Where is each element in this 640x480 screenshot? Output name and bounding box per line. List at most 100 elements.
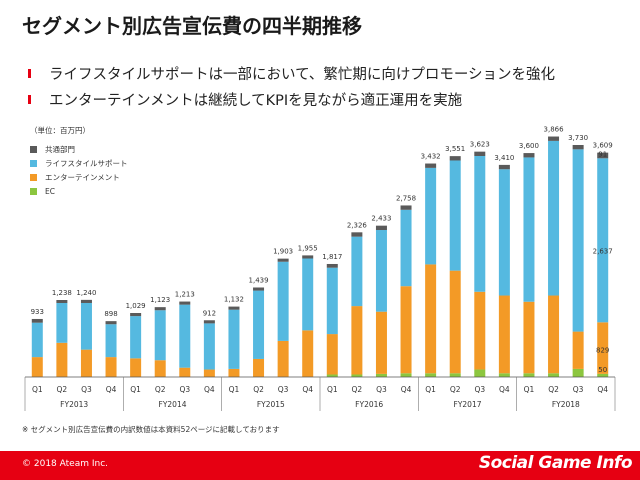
total-label: 3,609 bbox=[593, 142, 613, 150]
total-label: 1,240 bbox=[76, 289, 96, 297]
quarter-tick-label: Q4 bbox=[401, 385, 412, 394]
legend-swatch-ec bbox=[30, 187, 37, 195]
quarter-tick-label: Q1 bbox=[229, 385, 240, 394]
quarter-tick-label: Q1 bbox=[130, 385, 141, 394]
fiscal-year-label: FY2017 bbox=[454, 400, 482, 409]
legend-item-common: 共通部門 bbox=[30, 142, 128, 156]
total-label: 1,238 bbox=[52, 289, 72, 297]
watermark-logo: Social Game Info bbox=[478, 453, 633, 473]
legend-swatch-common bbox=[30, 145, 37, 153]
bar-segment-entertainment bbox=[302, 330, 314, 377]
fiscal-year-label: FY2014 bbox=[159, 400, 187, 409]
bar-segment-entertainment bbox=[597, 322, 609, 374]
fiscal-year-label: FY2016 bbox=[355, 400, 383, 409]
bar-segment-common bbox=[572, 144, 584, 150]
bar-segment-entertainment bbox=[228, 368, 240, 377]
total-label: 898 bbox=[104, 310, 117, 318]
bar-segment-lifestyle bbox=[425, 167, 437, 265]
legend-label-common: 共通部門 bbox=[45, 144, 75, 154]
quarter-tick-label: Q1 bbox=[32, 385, 43, 394]
bar-segment-entertainment bbox=[105, 357, 117, 377]
page-title: セグメント別広告宣伝費の四半期推移 bbox=[22, 14, 362, 38]
quarter-tick-label: Q4 bbox=[597, 385, 608, 394]
bar-segment-ec bbox=[375, 373, 387, 377]
bar-segment-ec bbox=[523, 373, 535, 377]
bar-segment-common bbox=[474, 151, 486, 156]
total-label: 2,326 bbox=[347, 221, 368, 229]
bar-segment-common bbox=[400, 205, 412, 210]
quarter-tick-label: Q2 bbox=[155, 385, 166, 394]
bar-segment-common bbox=[253, 287, 265, 291]
bar-segment-lifestyle bbox=[253, 290, 265, 359]
total-label: 1,132 bbox=[224, 296, 244, 304]
bar-segment-entertainment bbox=[351, 306, 363, 375]
bar-segment-entertainment bbox=[31, 357, 43, 377]
legend-item-lifestyle: ライフスタイルサポート bbox=[30, 156, 128, 170]
bar-segment-entertainment bbox=[179, 367, 191, 377]
bar-segment-common bbox=[179, 301, 191, 305]
fiscal-year-label: FY2015 bbox=[257, 400, 285, 409]
bar-segment-ec bbox=[326, 374, 338, 377]
bar-segment-entertainment bbox=[154, 360, 166, 377]
quarter-tick-label: Q4 bbox=[302, 385, 313, 394]
bar-segment-entertainment bbox=[425, 264, 437, 374]
bullet-item-2: エンターテインメントは継続してKPIを見ながら適正運用を実施 bbox=[28, 86, 555, 112]
segment-data-label: 50 bbox=[598, 366, 607, 374]
bar-segment-common bbox=[449, 156, 461, 161]
bullet-square-icon bbox=[28, 68, 37, 78]
total-label: 1,817 bbox=[322, 253, 342, 261]
segment-data-label: 829 bbox=[596, 346, 609, 354]
bar-segment-lifestyle bbox=[326, 267, 338, 335]
bar-segment-entertainment bbox=[572, 331, 584, 369]
total-label: 2,758 bbox=[396, 195, 416, 203]
bar-segment-lifestyle bbox=[597, 158, 609, 323]
bar-segment-lifestyle bbox=[523, 157, 535, 302]
bullet-list: ライフスタイルサポートは一部において、繁忙期に向けプロモーションを強化 エンター… bbox=[28, 60, 555, 112]
total-label: 2,433 bbox=[371, 215, 391, 223]
legend-swatch-lifestyle bbox=[30, 159, 37, 167]
bullet-square-icon bbox=[28, 94, 37, 104]
bar-segment-entertainment bbox=[498, 295, 510, 374]
total-label: 1,029 bbox=[126, 302, 146, 310]
total-label: 3,623 bbox=[470, 141, 490, 149]
bar-segment-common bbox=[31, 318, 43, 323]
bar-segment-common bbox=[351, 232, 363, 237]
stacked-bar-chart: 933 Q1 1,238 Q2 1,240 Q3 898 Q4 1,029 Q1 1,123 Q2 1,… bbox=[24, 126, 616, 411]
copyright-text: © 2018 Ateam Inc. bbox=[22, 459, 109, 469]
quarter-tick-label: Q2 bbox=[253, 385, 264, 394]
quarter-tick-label: Q1 bbox=[425, 385, 436, 394]
quarter-tick-label: Q3 bbox=[376, 385, 387, 394]
bar-segment-lifestyle bbox=[498, 169, 510, 296]
legend-label-ec: EC bbox=[45, 186, 55, 196]
bar-segment-lifestyle bbox=[474, 156, 486, 292]
bar-segment-ec bbox=[548, 373, 560, 377]
legend-label-lifestyle: ライフスタイルサポート bbox=[45, 158, 128, 168]
bar-segment-ec bbox=[449, 373, 461, 377]
quarter-tick-label: Q1 bbox=[327, 385, 338, 394]
quarter-tick-label: Q2 bbox=[352, 385, 363, 394]
total-label: 1,903 bbox=[273, 248, 293, 256]
quarter-tick-label: Q3 bbox=[474, 385, 485, 394]
bar-segment-entertainment bbox=[449, 270, 461, 374]
bar-segment-common bbox=[56, 300, 68, 303]
footer-bar: © 2018 Ateam Inc. Social Game Info bbox=[0, 451, 640, 480]
quarter-tick-label: Q1 bbox=[524, 385, 535, 394]
bar-segment-entertainment bbox=[548, 295, 560, 374]
total-label: 3,866 bbox=[544, 126, 565, 134]
bar-segment-lifestyle bbox=[31, 322, 43, 358]
bar-segment-common bbox=[80, 299, 92, 303]
bar-segment-ec bbox=[474, 369, 486, 377]
fiscal-year-label: FY2018 bbox=[552, 400, 580, 409]
bar-segment-ec bbox=[425, 373, 437, 377]
bar-segment-lifestyle bbox=[179, 304, 191, 368]
bar-segment-lifestyle bbox=[449, 160, 461, 271]
segment-data-label: 91 bbox=[598, 151, 607, 159]
bullet-item-1: ライフスタイルサポートは一部において、繁忙期に向けプロモーションを強化 bbox=[28, 60, 555, 86]
bar-segment-ec bbox=[572, 368, 584, 377]
bar-segment-common bbox=[523, 153, 535, 158]
fiscal-year-label: FY2013 bbox=[60, 400, 88, 409]
bar-segment-common bbox=[105, 321, 117, 325]
legend-item-ec: EC bbox=[30, 184, 128, 198]
bar-segment-common bbox=[130, 313, 142, 317]
segment-data-label: 2,637 bbox=[593, 247, 613, 255]
